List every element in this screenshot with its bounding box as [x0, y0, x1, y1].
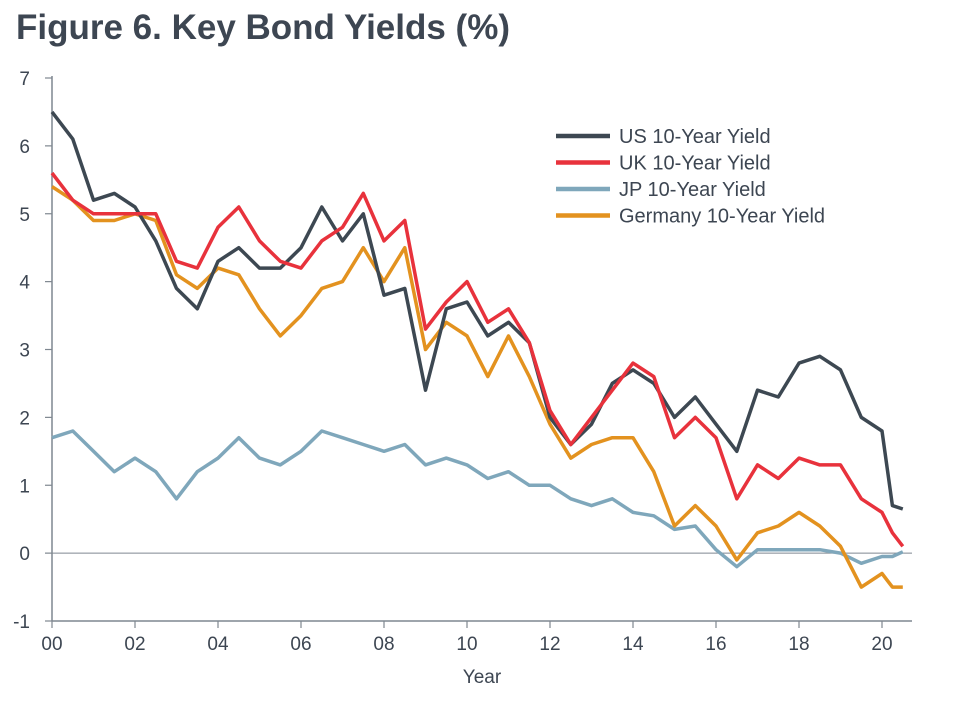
- y-tick-label: 1: [19, 476, 30, 497]
- series-line-us: [50, 110, 904, 511]
- series-line-jp: [51, 429, 904, 569]
- x-tick-label: 14: [622, 634, 644, 655]
- chart-title: Figure 6. Key Bond Yields (%): [16, 8, 510, 47]
- x-axis-label: Year: [463, 667, 502, 688]
- y-tick-label: 2: [19, 408, 30, 429]
- x-tick-label: 04: [207, 634, 229, 655]
- series-line-uk: [50, 171, 905, 548]
- y-tick-label: 0: [19, 544, 30, 565]
- y-tick-label: 5: [19, 205, 30, 226]
- y-tick-label: 6: [19, 137, 30, 158]
- y-tick-label: 7: [19, 69, 30, 90]
- x-tick-label: 20: [871, 634, 892, 655]
- y-tick-label: -1: [13, 612, 30, 633]
- y-tick-label: 3: [19, 341, 30, 362]
- x-tick-label: 08: [373, 634, 394, 655]
- legend-label: Germany 10-Year Yield: [619, 206, 825, 228]
- x-tick-label: 02: [124, 634, 145, 655]
- legend-label: US 10-Year Yield: [619, 126, 771, 148]
- series-line-germany: [51, 185, 903, 589]
- y-tick-label: 4: [19, 273, 30, 294]
- x-tick-label: 18: [788, 634, 809, 655]
- x-tick-label: 10: [456, 634, 477, 655]
- legend-label: JP 10-Year Yield: [619, 179, 766, 201]
- x-tick-label: 16: [705, 634, 726, 655]
- x-tick-label: 06: [290, 634, 311, 655]
- x-tick-label: 00: [41, 634, 62, 655]
- x-tick-label: 12: [539, 634, 560, 655]
- legend-label: UK 10-Year Yield: [619, 153, 771, 175]
